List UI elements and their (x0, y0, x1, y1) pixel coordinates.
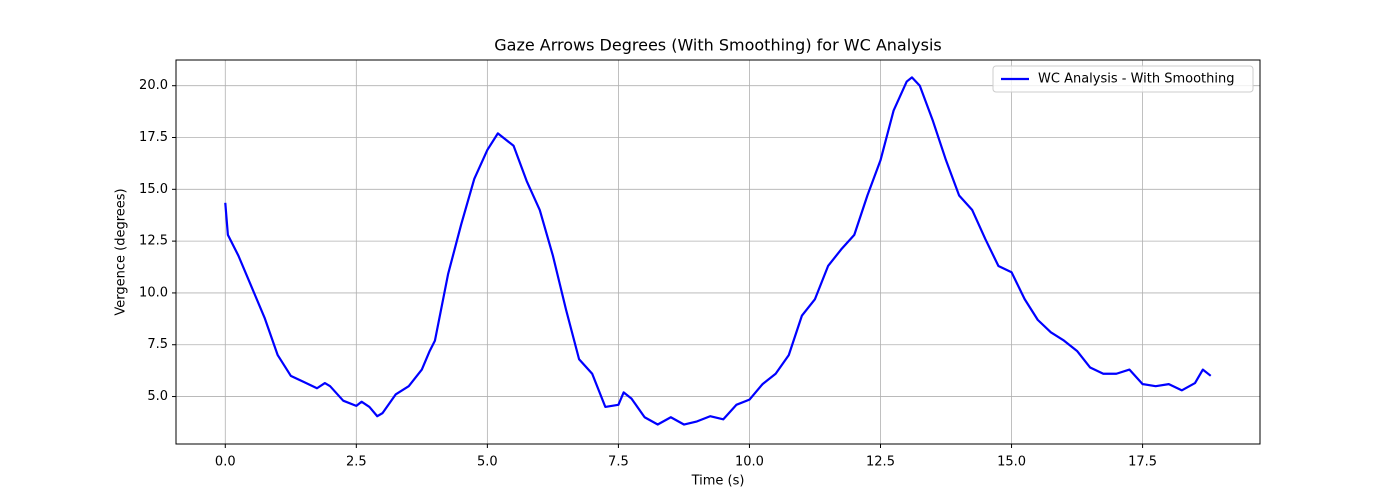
y-tick-label: 5.0 (147, 389, 168, 404)
plot-frame (175, 59, 1261, 445)
x-tick-label: 2.5 (346, 455, 367, 470)
y-tick-label: 12.5 (139, 234, 168, 249)
x-tick-label: 10.0 (735, 455, 764, 470)
x-tick-label: 17.5 (1128, 455, 1157, 470)
y-tick-label: 17.5 (139, 130, 168, 145)
x-tick-label: 0.0 (215, 455, 236, 470)
x-tick-label: 7.5 (608, 455, 629, 470)
chart-title: Gaze Arrows Degrees (With Smoothing) for… (494, 36, 942, 55)
y-tick-label: 7.5 (147, 337, 168, 352)
y-axis-label: Vergence (degrees) (114, 188, 129, 315)
legend-box (992, 65, 1254, 93)
x-tick-label: 5.0 (477, 455, 498, 470)
y-tick-label: 15.0 (139, 182, 168, 197)
x-axis-label: Time (s) (691, 474, 745, 489)
y-tick-label: 10.0 (139, 285, 168, 300)
x-tick-label: 15.0 (997, 455, 1026, 470)
data-line (224, 76, 1212, 426)
x-tick-label: 12.5 (866, 455, 895, 470)
y-tick-label: 20.0 (139, 78, 168, 93)
legend-label: WC Analysis - With Smoothing (1038, 72, 1235, 87)
